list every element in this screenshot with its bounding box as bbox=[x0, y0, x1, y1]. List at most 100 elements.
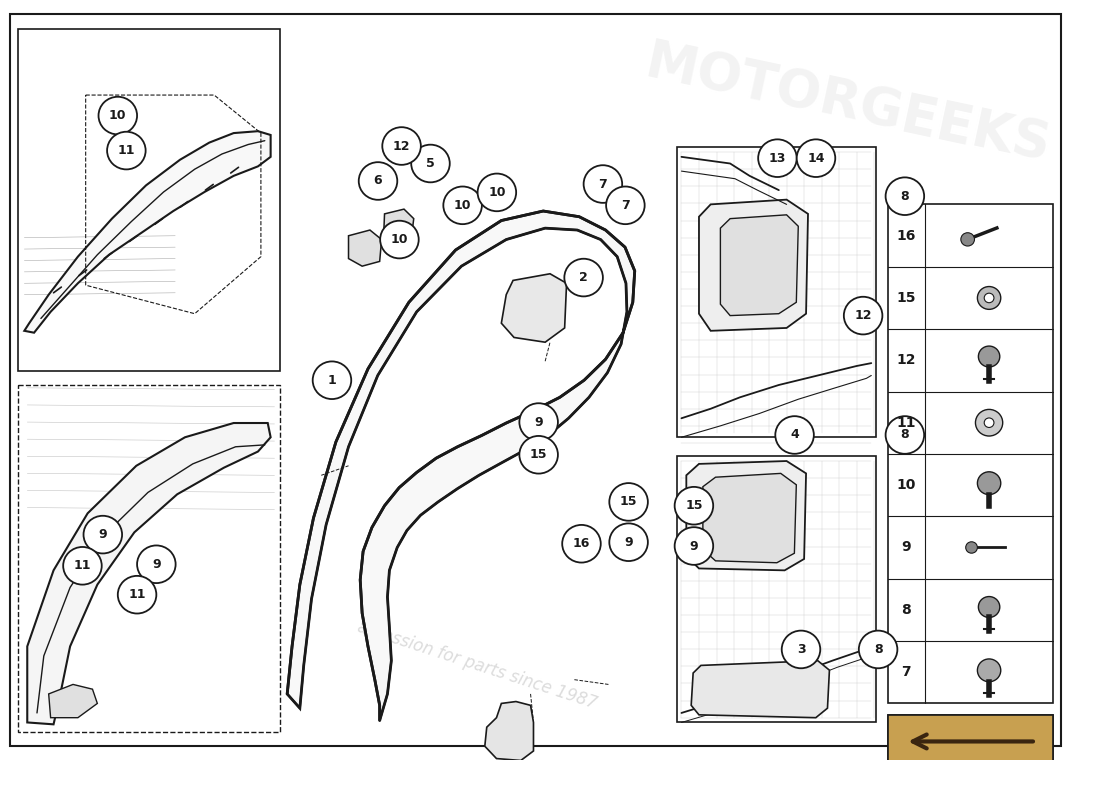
Text: 15: 15 bbox=[896, 291, 916, 305]
Circle shape bbox=[564, 258, 603, 296]
Text: 9: 9 bbox=[902, 541, 911, 554]
Circle shape bbox=[99, 97, 138, 134]
Text: 8: 8 bbox=[901, 190, 910, 202]
Circle shape bbox=[674, 487, 713, 525]
Circle shape bbox=[519, 436, 558, 474]
Polygon shape bbox=[686, 461, 806, 570]
Bar bbox=[888, 768, 1054, 800]
Text: 3: 3 bbox=[796, 643, 805, 656]
Text: 11: 11 bbox=[118, 144, 135, 157]
Circle shape bbox=[519, 403, 558, 441]
Text: 821 01: 821 01 bbox=[935, 788, 1005, 800]
Polygon shape bbox=[384, 209, 414, 247]
Circle shape bbox=[107, 132, 145, 170]
Text: a passion for parts since 1987: a passion for parts since 1987 bbox=[355, 618, 600, 713]
Circle shape bbox=[609, 523, 648, 561]
Circle shape bbox=[796, 139, 835, 177]
Bar bbox=[676, 147, 877, 438]
Circle shape bbox=[886, 178, 924, 215]
Polygon shape bbox=[349, 230, 382, 266]
Circle shape bbox=[966, 542, 978, 553]
Text: 10: 10 bbox=[896, 478, 916, 492]
Bar bbox=[18, 29, 280, 370]
Text: 11: 11 bbox=[74, 559, 91, 572]
Circle shape bbox=[978, 286, 1001, 310]
Circle shape bbox=[118, 576, 156, 614]
Circle shape bbox=[359, 162, 397, 200]
Circle shape bbox=[886, 416, 924, 454]
Text: 11: 11 bbox=[129, 588, 146, 601]
Circle shape bbox=[984, 418, 994, 427]
Text: 8: 8 bbox=[873, 643, 882, 656]
Text: 16: 16 bbox=[896, 229, 916, 242]
Circle shape bbox=[984, 293, 994, 302]
Circle shape bbox=[584, 166, 623, 203]
Circle shape bbox=[961, 233, 975, 246]
Text: 16: 16 bbox=[573, 538, 591, 550]
Circle shape bbox=[609, 483, 648, 521]
Circle shape bbox=[844, 297, 882, 334]
Text: 15: 15 bbox=[685, 499, 703, 512]
Bar bbox=[676, 456, 877, 722]
Circle shape bbox=[978, 346, 1000, 367]
Polygon shape bbox=[888, 715, 1054, 768]
Polygon shape bbox=[720, 215, 799, 315]
Polygon shape bbox=[48, 685, 98, 718]
Circle shape bbox=[859, 630, 898, 668]
Circle shape bbox=[978, 659, 1001, 682]
Text: 7: 7 bbox=[902, 666, 911, 679]
Text: 4: 4 bbox=[790, 429, 799, 442]
Text: 8: 8 bbox=[902, 603, 911, 617]
Text: 14: 14 bbox=[807, 152, 825, 165]
Text: 12: 12 bbox=[855, 309, 872, 322]
Text: 9: 9 bbox=[690, 539, 698, 553]
Circle shape bbox=[411, 145, 450, 182]
Text: 12: 12 bbox=[896, 354, 916, 367]
Circle shape bbox=[312, 362, 351, 399]
Text: 13: 13 bbox=[769, 152, 786, 165]
Polygon shape bbox=[698, 200, 808, 331]
Circle shape bbox=[381, 221, 419, 258]
Polygon shape bbox=[28, 423, 271, 724]
Text: 6: 6 bbox=[374, 174, 383, 187]
Text: 2: 2 bbox=[580, 271, 588, 284]
Circle shape bbox=[976, 410, 1003, 436]
Polygon shape bbox=[287, 211, 635, 721]
Circle shape bbox=[776, 416, 814, 454]
Bar bbox=[888, 204, 1054, 703]
Text: 7: 7 bbox=[598, 178, 607, 190]
Polygon shape bbox=[502, 274, 566, 342]
Circle shape bbox=[674, 527, 713, 565]
Text: 10: 10 bbox=[454, 199, 472, 212]
Circle shape bbox=[758, 139, 796, 177]
Text: 10: 10 bbox=[488, 186, 506, 199]
Circle shape bbox=[978, 597, 1000, 618]
Circle shape bbox=[443, 186, 482, 224]
Circle shape bbox=[477, 174, 516, 211]
Circle shape bbox=[383, 127, 421, 165]
Bar bbox=[18, 385, 280, 732]
Circle shape bbox=[782, 630, 821, 668]
Text: 9: 9 bbox=[535, 415, 543, 429]
Text: 11: 11 bbox=[896, 416, 916, 430]
Text: 9: 9 bbox=[625, 536, 632, 549]
Text: 5: 5 bbox=[426, 157, 434, 170]
Text: MOTORGEEKS: MOTORGEEKS bbox=[639, 36, 1054, 173]
Polygon shape bbox=[485, 702, 534, 761]
Text: 8: 8 bbox=[901, 429, 910, 442]
Circle shape bbox=[84, 516, 122, 554]
Polygon shape bbox=[24, 131, 271, 333]
Circle shape bbox=[978, 472, 1001, 494]
Text: 10: 10 bbox=[390, 233, 408, 246]
Polygon shape bbox=[691, 661, 829, 718]
Circle shape bbox=[562, 525, 601, 562]
Text: 15: 15 bbox=[530, 448, 548, 462]
Text: 15: 15 bbox=[619, 495, 637, 509]
Circle shape bbox=[63, 547, 101, 585]
Text: 10: 10 bbox=[109, 109, 126, 122]
Text: 12: 12 bbox=[393, 139, 410, 153]
Circle shape bbox=[606, 186, 645, 224]
Text: 7: 7 bbox=[621, 199, 630, 212]
Bar bbox=[888, 715, 1054, 768]
Text: 9: 9 bbox=[99, 528, 107, 541]
